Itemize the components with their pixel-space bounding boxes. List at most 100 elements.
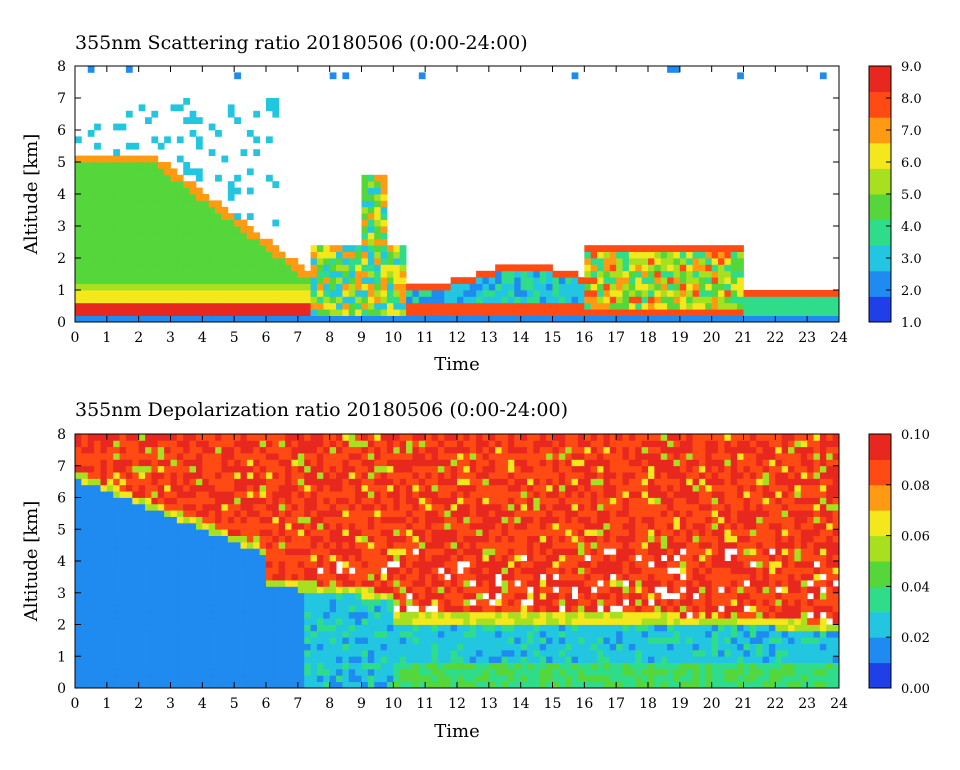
heatmap-cell xyxy=(285,548,292,556)
heatmap-cell xyxy=(495,522,502,530)
heatmap-cell xyxy=(132,497,140,505)
heatmap-cell xyxy=(514,503,522,511)
heatmap-cell xyxy=(367,434,375,441)
heatmap-cell xyxy=(406,561,413,568)
heatmap-cell xyxy=(444,440,452,448)
heatmap-cell xyxy=(208,535,216,543)
heatmap-cell xyxy=(113,245,120,252)
heatmap-cell xyxy=(297,605,305,613)
heatmap-cell xyxy=(106,649,114,657)
heatmap-cell xyxy=(527,503,534,511)
heatmap-cell xyxy=(514,643,522,651)
heatmap-cell xyxy=(145,168,152,176)
heatmap-cell xyxy=(106,200,114,208)
heatmap-cell xyxy=(297,624,305,632)
heatmap-cell xyxy=(310,296,318,304)
heatmap-cell xyxy=(100,637,108,644)
heatmap-cell xyxy=(431,446,439,454)
heatmap-cell xyxy=(227,264,235,272)
heatmap-cell xyxy=(444,459,452,467)
heatmap-cell xyxy=(654,296,662,304)
heatmap-cell xyxy=(667,251,674,259)
heatmap-cell xyxy=(316,459,324,467)
heatmap-cell xyxy=(132,309,140,316)
heatmap-cell xyxy=(227,516,235,524)
heatmap-cell xyxy=(412,567,420,575)
heatmap-cell xyxy=(202,561,210,568)
heatmap-cell xyxy=(87,630,95,638)
heatmap-cell xyxy=(762,296,770,304)
heatmap-cell xyxy=(654,277,662,284)
heatmap-cell xyxy=(81,541,89,549)
heatmap-cell xyxy=(507,580,515,587)
heatmap-cell xyxy=(374,302,381,310)
heatmap-cell xyxy=(183,478,190,486)
heatmap-cell xyxy=(482,290,490,297)
heatmap-cell xyxy=(482,283,490,291)
heatmap-cell xyxy=(457,554,464,562)
heatmap-cell xyxy=(457,302,464,310)
heatmap-cell xyxy=(450,283,458,291)
heatmap-cell xyxy=(571,637,579,644)
heatmap-cell xyxy=(431,643,439,651)
heatmap-cell xyxy=(444,465,452,473)
heatmap-cell xyxy=(565,478,572,486)
heatmap-cell xyxy=(106,155,114,163)
heatmap-cell xyxy=(367,605,375,613)
heatmap-cell xyxy=(577,643,585,651)
heatmap-cell xyxy=(132,637,140,644)
heatmap-cell xyxy=(227,238,235,246)
heatmap-cell xyxy=(355,675,362,683)
heatmap-cell xyxy=(380,491,388,498)
heatmap-cell xyxy=(367,264,375,272)
heatmap-cell xyxy=(75,453,82,460)
heatmap-cell xyxy=(81,309,89,316)
heatmap-cell xyxy=(374,649,381,657)
heatmap-cell xyxy=(234,516,241,524)
heatmap-cell xyxy=(514,554,522,562)
heatmap-cell xyxy=(749,290,757,297)
heatmap-cell xyxy=(145,624,152,632)
heatmap-cell xyxy=(208,453,216,460)
heatmap-cell xyxy=(125,446,133,454)
heatmap-cell xyxy=(348,548,356,556)
heatmap-cell xyxy=(145,264,152,272)
heatmap-cell xyxy=(132,548,140,556)
heatmap-cell xyxy=(266,174,273,182)
heatmap-cell xyxy=(132,662,140,670)
heatmap-cell xyxy=(170,277,178,284)
heatmap-cell xyxy=(590,548,598,556)
heatmap-cell xyxy=(399,296,407,304)
heatmap-cell xyxy=(240,522,248,530)
heatmap-cell xyxy=(565,497,572,505)
heatmap-cell xyxy=(125,503,133,511)
heatmap-cell xyxy=(253,611,261,619)
heatmap-cell xyxy=(227,541,235,549)
heatmap-cell xyxy=(297,497,305,505)
heatmap-cell xyxy=(100,194,108,201)
heatmap-cell xyxy=(234,283,241,291)
heatmap-cell xyxy=(514,637,522,644)
heatmap-cell xyxy=(444,472,452,479)
heatmap-cell xyxy=(718,245,725,252)
heatmap-cell xyxy=(431,503,439,511)
heatmap-cell xyxy=(590,618,598,625)
heatmap-cell xyxy=(386,624,394,632)
heatmap-cell xyxy=(546,554,553,562)
heatmap-cell xyxy=(584,681,592,689)
heatmap-cell xyxy=(310,637,318,644)
heatmap-cell xyxy=(189,264,197,272)
heatmap-cell xyxy=(221,503,229,511)
heatmap-cell xyxy=(565,516,572,524)
heatmap-cell xyxy=(380,472,388,479)
heatmap-cell xyxy=(520,611,528,619)
heatmap-cell xyxy=(272,465,280,473)
heatmap-cell xyxy=(533,465,541,473)
heatmap-cell xyxy=(246,529,254,536)
heatmap-cell xyxy=(183,573,190,581)
heatmap-cell xyxy=(240,649,248,657)
heatmap-cell xyxy=(558,643,566,651)
heatmap-cell xyxy=(132,232,140,240)
heatmap-cell xyxy=(577,434,585,441)
heatmap-cell xyxy=(603,309,611,316)
